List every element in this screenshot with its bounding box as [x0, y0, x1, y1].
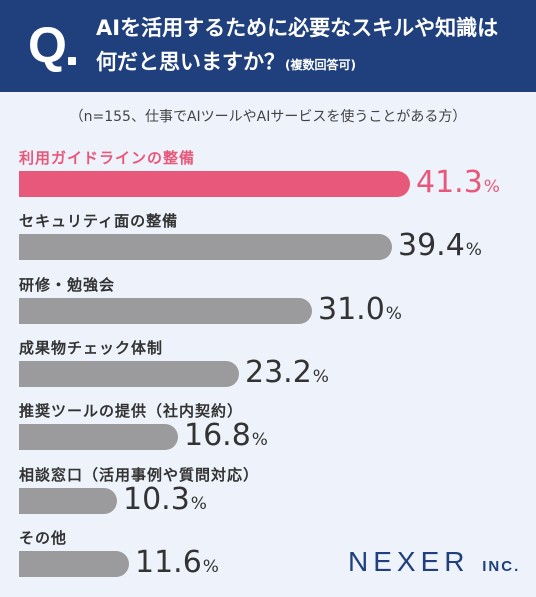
value-unit: % — [190, 493, 207, 514]
bar — [19, 550, 129, 577]
value-number: 41.3 — [416, 165, 483, 200]
category-label: 推奨ツールの提供（社内契約） — [19, 402, 244, 421]
bar — [19, 487, 117, 514]
value-number: 10.3 — [123, 481, 190, 517]
nexer-logo: NEXER INC. — [348, 546, 520, 578]
value-number: 16.8 — [184, 418, 251, 454]
category-label: 利用ガイドラインの整備 — [19, 149, 196, 167]
question-line-1: AIを活用するために必要なスキルや知識は — [96, 16, 499, 40]
value-unit: % — [202, 556, 219, 577]
value-label: 23.2% — [245, 354, 329, 393]
value-unit: % — [312, 366, 329, 387]
logo-suffix: INC. — [482, 558, 521, 575]
question-line-2-text: 何だと思いますか？ — [96, 50, 285, 74]
sample-note: （n=155、仕事でAIツールやAIサービスを使うことがある方） — [69, 109, 467, 125]
q-dot — [68, 57, 76, 65]
q-letter: Q — [28, 17, 67, 73]
value-number: 23.2 — [245, 354, 312, 390]
bar — [19, 234, 392, 261]
question-note: (複数回答可) — [285, 58, 356, 72]
logo-main: NEXER — [348, 546, 470, 577]
category-label: その他 — [19, 528, 68, 547]
question-header: Q AIを活用するために必要なスキルや知識は 何だと思いますか？(複数回答可) — [0, 0, 536, 92]
bar — [19, 360, 239, 387]
value-unit: % — [465, 240, 482, 261]
category-label: 成果物チェック体制 — [19, 338, 164, 357]
value-number: 11.6 — [135, 544, 202, 580]
value-label: 10.3% — [123, 481, 207, 520]
value-number: 39.4 — [398, 228, 465, 264]
value-label: 41.3% — [416, 167, 500, 203]
bar — [19, 297, 312, 324]
category-label: 相談窓口（活用事例や質問対応） — [19, 465, 260, 484]
bar — [19, 171, 410, 197]
value-number: 31.0 — [318, 291, 385, 327]
value-unit: % — [385, 303, 402, 324]
question-line-2: 何だと思いますか？(複数回答可) — [96, 49, 356, 78]
category-label: 研修・勉強会 — [19, 275, 116, 294]
value-label: 16.8% — [184, 420, 268, 456]
value-unit: % — [483, 177, 500, 197]
bar — [19, 424, 178, 451]
value-label: 11.6% — [135, 544, 219, 583]
value-label: 31.0% — [318, 291, 402, 330]
category-label: セキュリティ面の整備 — [19, 212, 179, 231]
value-unit: % — [251, 430, 268, 451]
value-label: 39.4% — [398, 230, 482, 266]
